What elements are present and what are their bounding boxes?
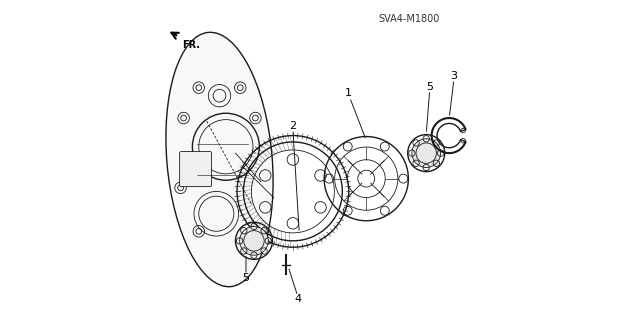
Text: 1: 1 <box>345 87 352 98</box>
Text: 3: 3 <box>451 71 458 81</box>
Text: SVA4-M1800: SVA4-M1800 <box>379 14 440 24</box>
Text: 4: 4 <box>294 294 301 304</box>
Text: 5: 5 <box>426 82 433 92</box>
Circle shape <box>412 139 440 167</box>
Ellipse shape <box>166 32 273 287</box>
Circle shape <box>239 226 268 255</box>
FancyBboxPatch shape <box>180 152 212 187</box>
Text: 2: 2 <box>289 121 296 131</box>
Text: 5: 5 <box>243 273 250 283</box>
Text: FR.: FR. <box>182 40 200 50</box>
